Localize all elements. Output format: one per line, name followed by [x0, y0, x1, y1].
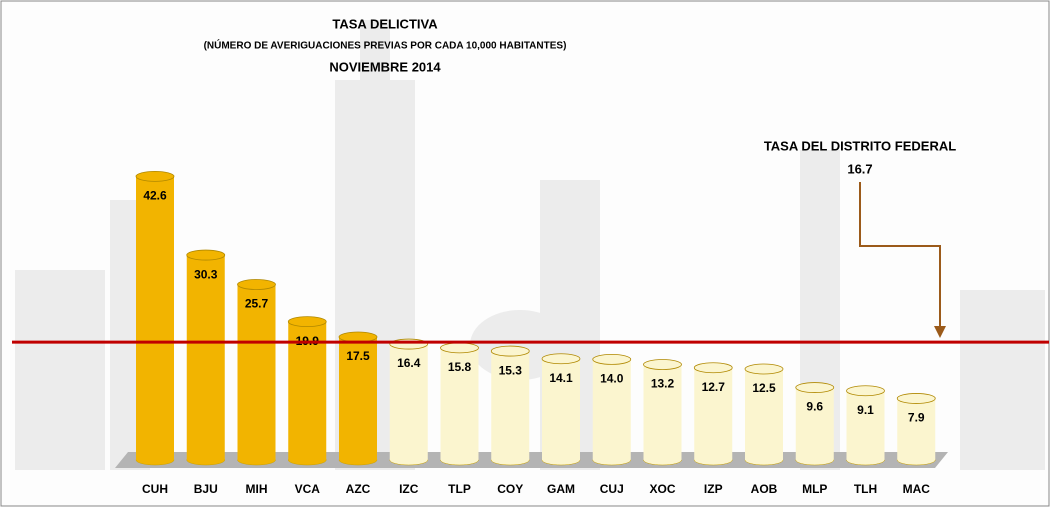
bar-top: [136, 171, 174, 181]
value-label: 9.1: [857, 403, 874, 417]
value-label: 14.0: [600, 372, 624, 386]
bar-top: [491, 346, 529, 356]
x-tick-label: VCA: [295, 482, 321, 496]
bar: [136, 176, 174, 460]
chart-title: TASA DELICTIVA: [332, 16, 438, 31]
bar-top: [796, 383, 834, 393]
x-tick-label: IZP: [704, 482, 723, 496]
bar-top: [745, 364, 783, 374]
bar: [796, 388, 834, 460]
chart-period: NOVIEMBRE 2014: [329, 59, 441, 74]
value-label: 30.3: [194, 267, 218, 281]
x-tick-label: TLH: [854, 482, 877, 496]
bar-top: [897, 393, 935, 403]
x-tick-label: AOB: [751, 482, 778, 496]
reference-label: TASA DEL DISTRITO FEDERAL: [764, 138, 956, 153]
value-label: 7.9: [908, 411, 925, 425]
x-tick-label: COY: [497, 482, 523, 496]
bar-top: [238, 280, 276, 290]
value-label: 42.6: [143, 189, 167, 203]
value-label: 13.2: [651, 377, 675, 391]
bar-top: [593, 354, 631, 364]
value-label: 17.5: [346, 349, 370, 363]
bar: [187, 255, 225, 460]
value-label: 15.3: [499, 363, 523, 377]
x-tick-label: TLP: [448, 482, 471, 496]
x-tick-label: XOC: [649, 482, 675, 496]
chart-subtitle: (NÚMERO DE AVERIGUACIONES PREVIAS POR CA…: [204, 39, 567, 52]
x-tick-label: IZC: [399, 482, 419, 496]
value-label: 12.7: [702, 380, 726, 394]
value-label: 14.1: [549, 371, 573, 385]
bar-top: [694, 363, 732, 373]
bar: [897, 398, 935, 460]
bar-top: [644, 360, 682, 370]
x-tick-label: BJU: [194, 482, 218, 496]
bar: [847, 391, 885, 460]
x-tick-label: CUH: [142, 482, 168, 496]
bar-top: [187, 250, 225, 260]
value-label: 12.5: [752, 381, 776, 395]
bar-top: [288, 317, 326, 327]
value-label: 16.4: [397, 356, 421, 370]
x-tick-label: MLP: [802, 482, 827, 496]
value-label: 25.7: [245, 297, 269, 311]
chart: TASA DELICTIVA (NÚMERO DE AVERIGUACIONES…: [0, 0, 1052, 508]
x-tick-label: CUJ: [600, 482, 624, 496]
value-label: 9.6: [806, 400, 823, 414]
x-tick-label: AZC: [346, 482, 371, 496]
x-tick-label: MAC: [903, 482, 931, 496]
bar-top: [339, 332, 377, 342]
x-tick-label: MIH: [246, 482, 268, 496]
bar: [238, 285, 276, 460]
bar-top: [847, 386, 885, 396]
bar-top: [390, 339, 428, 349]
reference-value: 16.7: [847, 161, 872, 176]
bar-top: [441, 343, 479, 353]
x-tick-label: GAM: [547, 482, 575, 496]
bar-top: [542, 354, 580, 364]
value-label: 15.8: [448, 360, 472, 374]
